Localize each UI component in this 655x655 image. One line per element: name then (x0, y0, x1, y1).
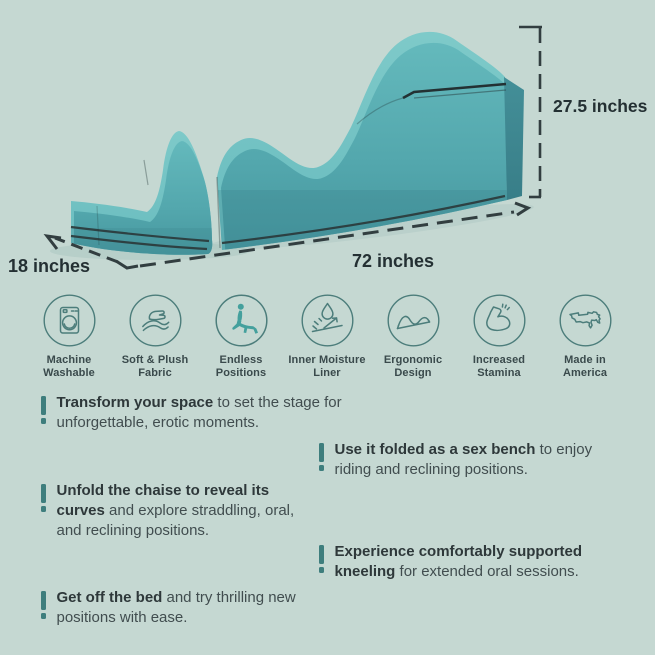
ottoman-piping-line-2 (70, 234, 208, 251)
kneeling-couple-icon (214, 294, 268, 347)
accent-bar (319, 545, 324, 573)
length-arrowhead (514, 201, 532, 217)
feature-increased-stamina: Increased Stamina (456, 294, 542, 380)
feature-label: Endless Positions (215, 354, 267, 380)
depth-dimension-line (54, 236, 119, 264)
features-row: Machine Washable Soft & Plush Fabric (26, 294, 630, 380)
feature-label: Machine Washable (43, 354, 95, 380)
blurb-text: Get off the bed and try thrilling new po… (56, 589, 296, 626)
flexed-bicep-icon (473, 294, 525, 347)
chaise-end-face (504, 77, 524, 200)
feature-machine-washable: Machine Washable (26, 294, 112, 380)
accent-bar (41, 396, 46, 424)
dimension-depth-label: 18 inches (8, 256, 91, 276)
feature-label: Made in America (562, 354, 608, 380)
blurb-text: Transform your space to set the stage fo… (56, 394, 342, 431)
blurb-off-the-bed: Get off the bed and try thrilling new po… (41, 588, 361, 628)
feature-soft-plush-fabric: Soft & Plush Fabric (112, 294, 198, 380)
depth-arrowhead (43, 233, 62, 250)
dimension-lines (43, 25, 542, 270)
usa-map-icon (559, 294, 611, 347)
dimension-height-label: 27.5 inches (553, 96, 648, 116)
chaise-ottoman-piece (70, 131, 213, 255)
feature-label: Increased Stamina (472, 354, 526, 380)
feature-ergonomic-design: Ergonomic Design (370, 294, 456, 380)
blurb-text: Use it folded as a sex bench to enjoy ri… (334, 441, 593, 478)
chaise-illustration (43, 25, 542, 270)
blurb-supported-kneeling: Experience comfortably supported kneelin… (319, 542, 649, 582)
blurb-text: Unfold the chaise to reveal its curves a… (56, 482, 295, 539)
corner-connector (115, 259, 139, 270)
zipper-line (402, 82, 507, 100)
blurb-folded-bench: Use it folded as a sex bench to enjoy ri… (319, 440, 649, 480)
blurb-transform-space: Transform your space to set the stage fo… (41, 393, 371, 433)
hand-fabric-icon (129, 294, 181, 347)
accent-bar (41, 484, 46, 512)
feature-label: Inner Moisture Liner (288, 354, 366, 380)
blurb-unfold-chaise: Unfold the chaise to reveal its curves a… (41, 481, 341, 541)
feature-label: Ergonomic Design (383, 354, 443, 380)
chaise-main-piece (216, 31, 524, 250)
ottoman-piping-line-1 (70, 225, 210, 243)
feature-endless-positions: Endless Positions (198, 294, 284, 380)
washing-machine-icon (43, 294, 95, 347)
feature-inner-moisture-liner: Inner Moisture Liner (284, 294, 370, 380)
feature-label: Soft & Plush Fabric (121, 354, 189, 380)
product-image-section: 27.5 inches 72 inches 18 inches (0, 0, 655, 290)
length-dimension-line (139, 210, 515, 268)
moisture-droplet-icon (301, 294, 353, 347)
accent-bar (319, 443, 324, 471)
dimension-length-label: 72 inches (352, 251, 435, 271)
accent-bar (41, 591, 46, 619)
base-piping-line (221, 194, 506, 245)
blurb-text: Experience comfortably supported kneelin… (334, 543, 583, 580)
feature-made-in-america: Made in America (542, 294, 628, 380)
wave-profile-icon (387, 294, 439, 347)
